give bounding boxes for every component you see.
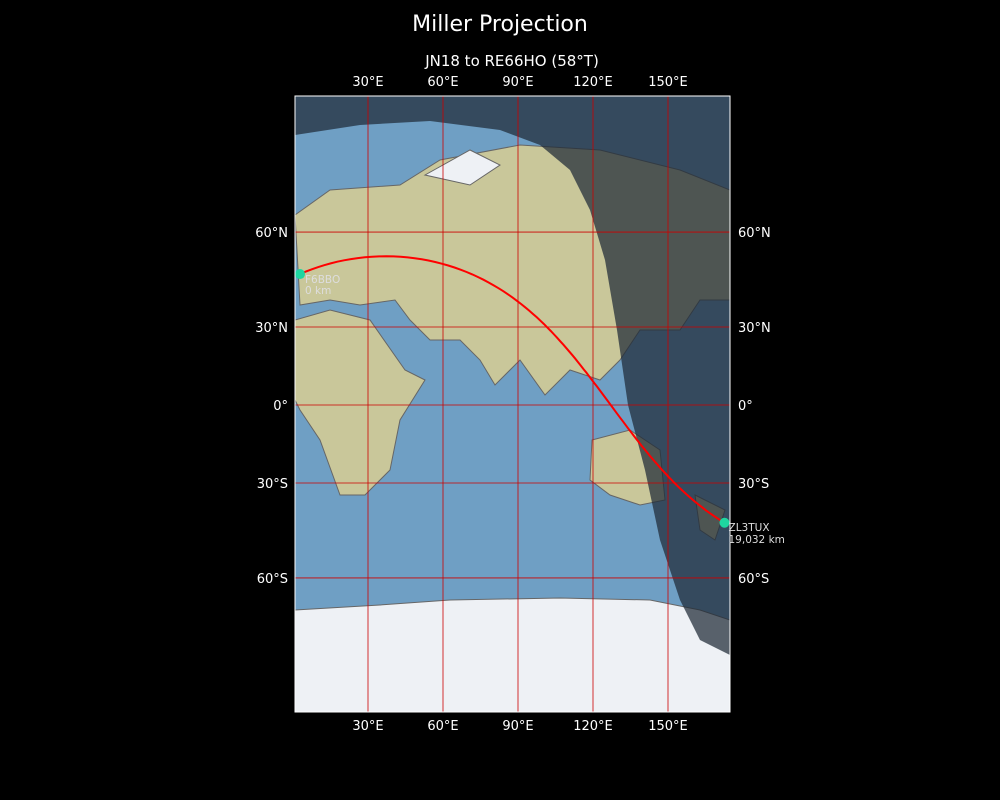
- end-marker[interactable]: [719, 517, 730, 528]
- lon-tick-label: 60°E: [427, 75, 458, 90]
- lat-tick-label: 60°N: [738, 226, 771, 241]
- lon-tick-label: 120°E: [573, 75, 613, 90]
- lon-tick-label: 90°E: [502, 75, 533, 90]
- lat-tick-label: 30°N: [255, 321, 288, 336]
- end-callsign: ZL3TUX: [729, 522, 770, 534]
- lat-tick-label: 30°N: [738, 321, 771, 336]
- lat-tick-label: 0°: [738, 399, 753, 414]
- graticule: [295, 96, 730, 712]
- lon-tick-label: 150°E: [648, 75, 688, 90]
- great-circle-path: [299, 255, 726, 524]
- start-distance: 0 km: [305, 285, 331, 297]
- lon-tick-label: 150°E: [648, 719, 688, 734]
- lat-tick-label: 60°N: [255, 226, 288, 241]
- tick-labels: 30°E 30°E 60°E 60°E 90°E 90°E 120°E 120°E 150°E 1…: [255, 75, 771, 734]
- lat-tick-label: 30°S: [738, 477, 769, 492]
- lat-tick-label: 60°S: [738, 572, 769, 587]
- figure-title: Miller Projection: [412, 12, 588, 37]
- lon-tick-label: 30°E: [352, 719, 383, 734]
- lon-tick-label: 120°E: [573, 719, 613, 734]
- night-shading: [295, 96, 730, 655]
- lon-tick-label: 60°E: [427, 719, 458, 734]
- lat-tick-label: 60°S: [257, 572, 288, 587]
- lat-tick-label: 0°: [273, 399, 288, 414]
- landmass: [423, 149, 501, 186]
- start-marker[interactable]: [295, 269, 305, 280]
- lat-tick-label: 30°S: [257, 477, 288, 492]
- antarctica: [295, 597, 730, 712]
- lon-tick-label: 30°E: [352, 75, 383, 90]
- landmass: [295, 309, 426, 496]
- end-distance: 19,032 km: [729, 534, 785, 546]
- axes-title: JN18 to RE66HO (58°T): [425, 52, 599, 70]
- start-callsign: F6BBO: [305, 274, 340, 286]
- map-frame: [294, 95, 731, 713]
- lon-tick-label: 90°E: [502, 719, 533, 734]
